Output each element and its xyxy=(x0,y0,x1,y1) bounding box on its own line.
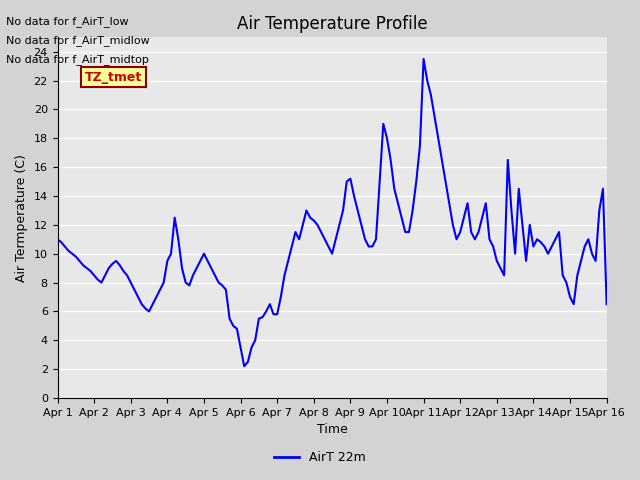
Legend: AirT 22m: AirT 22m xyxy=(269,446,371,469)
Title: Air Temperature Profile: Air Temperature Profile xyxy=(237,15,428,33)
X-axis label: Time: Time xyxy=(317,423,348,436)
Text: No data for f_AirT_low: No data for f_AirT_low xyxy=(6,16,129,27)
Text: No data for f_AirT_midtop: No data for f_AirT_midtop xyxy=(6,54,149,65)
Y-axis label: Air Termperature (C): Air Termperature (C) xyxy=(15,154,28,282)
Text: No data for f_AirT_midlow: No data for f_AirT_midlow xyxy=(6,35,150,46)
Text: TZ_tmet: TZ_tmet xyxy=(85,71,142,84)
